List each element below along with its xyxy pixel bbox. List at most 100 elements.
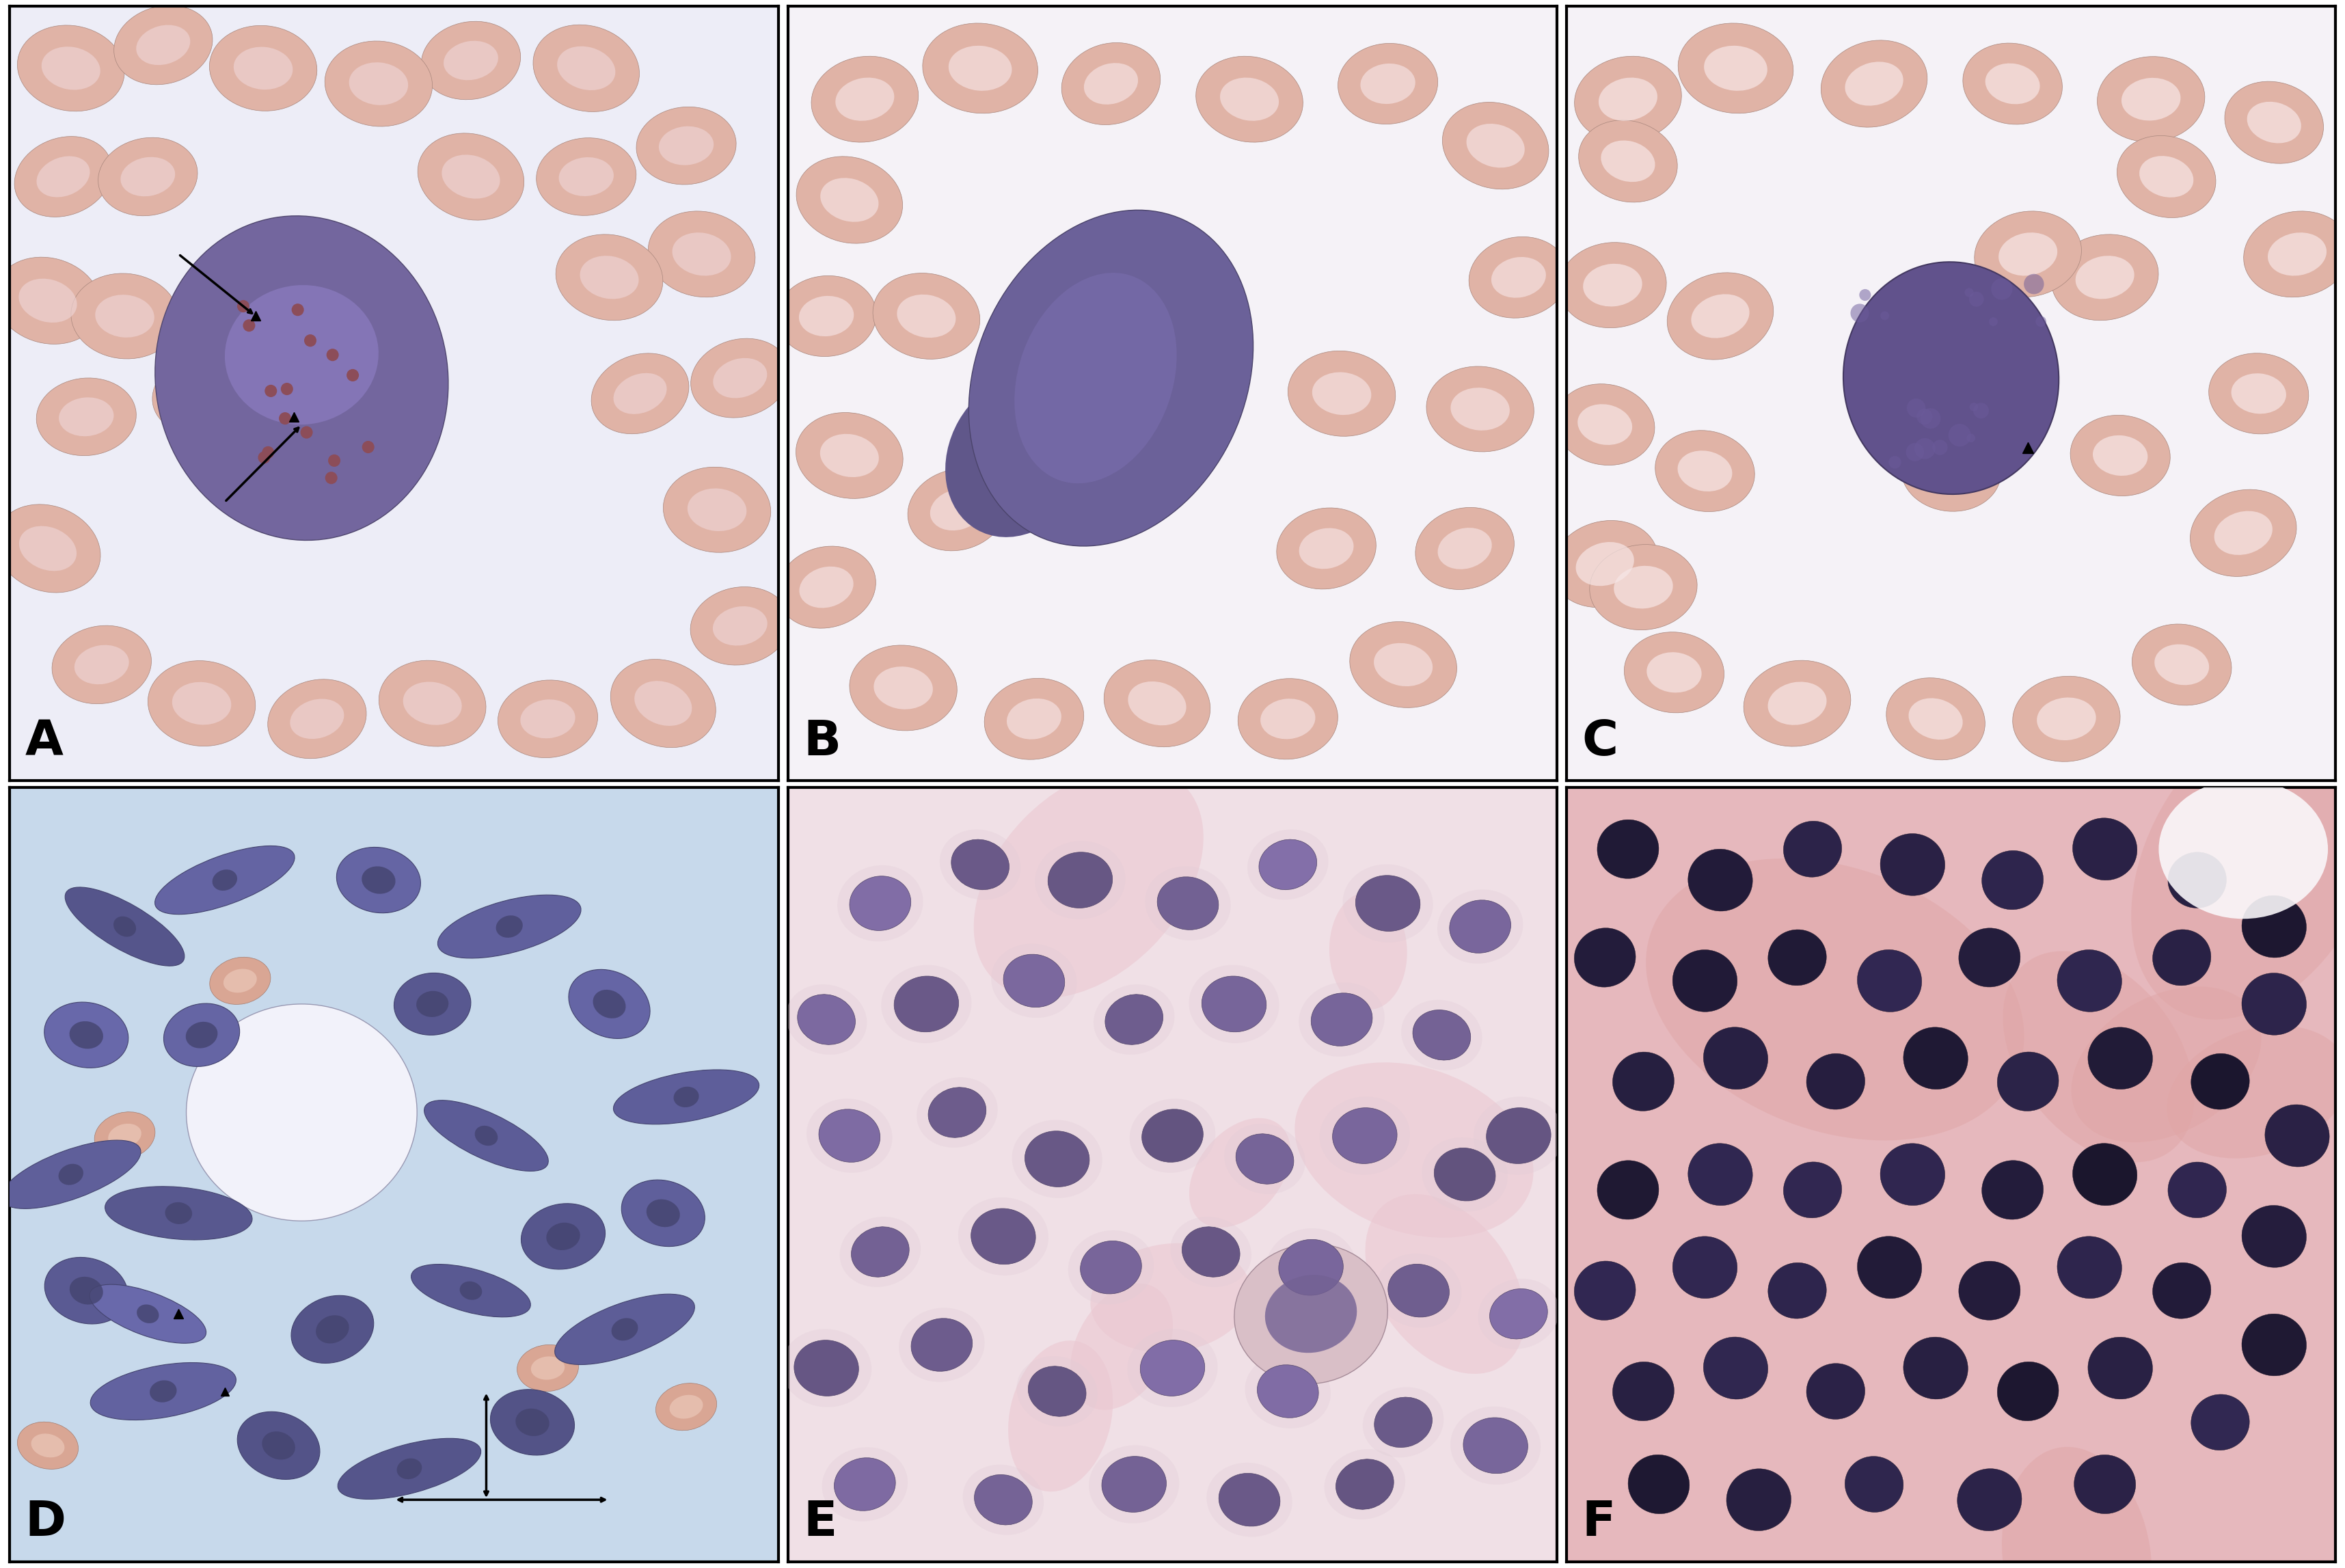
Ellipse shape <box>1998 1052 2059 1112</box>
Circle shape <box>328 455 340 467</box>
Ellipse shape <box>931 489 985 530</box>
Ellipse shape <box>1442 102 1548 190</box>
Circle shape <box>305 334 317 347</box>
Ellipse shape <box>1613 1363 1674 1421</box>
Ellipse shape <box>1374 1397 1433 1447</box>
Ellipse shape <box>2087 1027 2153 1090</box>
Ellipse shape <box>818 1109 879 1162</box>
Ellipse shape <box>1958 1469 2021 1530</box>
Ellipse shape <box>992 944 1076 1018</box>
Ellipse shape <box>2073 1455 2136 1513</box>
Ellipse shape <box>2268 232 2326 276</box>
Circle shape <box>1850 304 1869 323</box>
Ellipse shape <box>98 138 197 216</box>
Ellipse shape <box>1677 450 1733 491</box>
Circle shape <box>2035 317 2047 326</box>
Ellipse shape <box>2247 102 2300 143</box>
Ellipse shape <box>2209 353 2307 434</box>
Ellipse shape <box>1785 1162 1841 1218</box>
Ellipse shape <box>1351 621 1456 707</box>
Ellipse shape <box>2057 950 2122 1011</box>
Circle shape <box>258 452 270 464</box>
Circle shape <box>1991 278 2012 299</box>
Ellipse shape <box>19 525 77 571</box>
Ellipse shape <box>1982 850 2042 909</box>
Ellipse shape <box>263 1432 295 1460</box>
Ellipse shape <box>267 679 366 759</box>
Ellipse shape <box>120 157 176 196</box>
Circle shape <box>1932 439 1949 455</box>
Ellipse shape <box>45 1002 129 1068</box>
Circle shape <box>265 384 277 397</box>
Ellipse shape <box>985 679 1083 759</box>
Ellipse shape <box>1613 566 1672 608</box>
Ellipse shape <box>1320 1096 1409 1174</box>
Ellipse shape <box>70 1276 103 1305</box>
Ellipse shape <box>291 1295 373 1363</box>
Ellipse shape <box>657 1383 718 1430</box>
Ellipse shape <box>1846 61 1904 105</box>
Ellipse shape <box>490 1389 575 1455</box>
Ellipse shape <box>556 1294 694 1364</box>
Ellipse shape <box>164 376 239 441</box>
Ellipse shape <box>2169 1162 2225 1218</box>
Circle shape <box>237 299 249 312</box>
Ellipse shape <box>2073 818 2136 880</box>
Circle shape <box>326 472 338 485</box>
Ellipse shape <box>1365 1195 1524 1374</box>
Ellipse shape <box>394 974 471 1035</box>
Ellipse shape <box>1339 44 1437 124</box>
Ellipse shape <box>361 866 396 894</box>
Ellipse shape <box>1330 892 1407 1010</box>
Ellipse shape <box>439 895 582 958</box>
Ellipse shape <box>1958 1261 2021 1320</box>
Ellipse shape <box>223 969 258 993</box>
Ellipse shape <box>2169 851 2225 908</box>
Circle shape <box>1914 437 1935 459</box>
Ellipse shape <box>1144 866 1231 941</box>
Ellipse shape <box>912 1319 973 1372</box>
Ellipse shape <box>1437 889 1522 964</box>
Ellipse shape <box>593 989 626 1018</box>
Ellipse shape <box>2038 698 2096 740</box>
Ellipse shape <box>800 566 854 608</box>
Ellipse shape <box>70 273 178 359</box>
Ellipse shape <box>70 1021 103 1049</box>
Ellipse shape <box>2052 234 2157 320</box>
Ellipse shape <box>2153 1262 2211 1319</box>
Ellipse shape <box>38 378 136 456</box>
Ellipse shape <box>380 660 485 746</box>
Ellipse shape <box>19 279 77 323</box>
Ellipse shape <box>2012 676 2120 762</box>
Ellipse shape <box>1102 1457 1165 1512</box>
Ellipse shape <box>673 232 732 276</box>
Ellipse shape <box>1426 367 1534 452</box>
Ellipse shape <box>1332 1107 1398 1163</box>
Circle shape <box>1967 434 1974 442</box>
Ellipse shape <box>2225 82 2324 163</box>
Ellipse shape <box>338 1438 481 1499</box>
Ellipse shape <box>185 1004 417 1221</box>
Ellipse shape <box>2071 986 2261 1143</box>
Ellipse shape <box>1344 864 1433 942</box>
Ellipse shape <box>1552 521 1658 607</box>
Ellipse shape <box>1104 994 1163 1044</box>
Ellipse shape <box>1843 262 2059 494</box>
Circle shape <box>1860 289 1871 301</box>
Ellipse shape <box>795 1341 858 1396</box>
Ellipse shape <box>1576 543 1634 586</box>
Ellipse shape <box>1377 1253 1461 1328</box>
Ellipse shape <box>647 1200 680 1228</box>
Ellipse shape <box>532 25 640 111</box>
Ellipse shape <box>1768 1262 1827 1319</box>
Ellipse shape <box>1142 1109 1203 1162</box>
Ellipse shape <box>1362 1388 1445 1458</box>
Ellipse shape <box>1904 1027 1967 1090</box>
Ellipse shape <box>0 257 101 343</box>
Ellipse shape <box>136 25 190 64</box>
Ellipse shape <box>1702 1027 1768 1090</box>
Ellipse shape <box>2155 644 2209 685</box>
Ellipse shape <box>1923 452 1979 491</box>
Ellipse shape <box>1491 257 1545 298</box>
Ellipse shape <box>959 1198 1048 1275</box>
